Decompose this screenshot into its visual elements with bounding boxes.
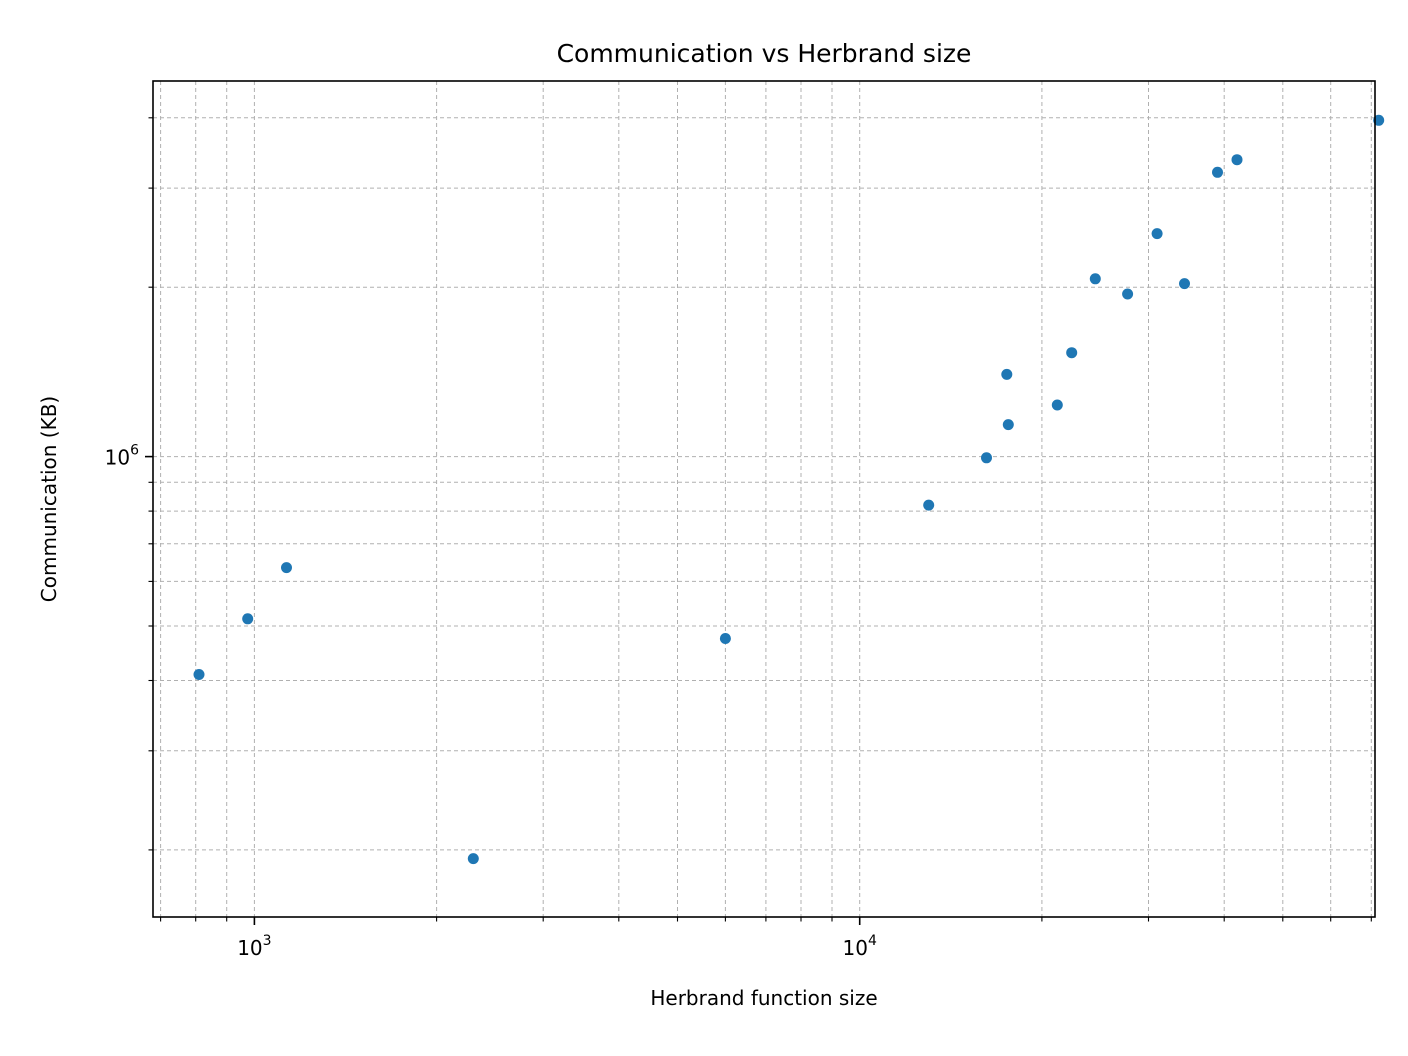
x-axis-label: Herbrand function size bbox=[650, 986, 877, 1010]
data-point bbox=[1001, 368, 1013, 380]
data-point bbox=[1231, 154, 1243, 166]
data-point bbox=[193, 669, 205, 680]
data-point bbox=[719, 633, 731, 644]
data-point bbox=[281, 562, 292, 574]
data-point bbox=[1179, 278, 1190, 290]
data-point bbox=[467, 853, 479, 865]
data-point bbox=[1051, 399, 1063, 411]
data-point bbox=[1122, 288, 1134, 300]
data-point bbox=[1066, 347, 1078, 359]
x-tick-label: 104 bbox=[843, 933, 877, 960]
data-point bbox=[1089, 273, 1101, 285]
data-point bbox=[981, 452, 992, 464]
data-points bbox=[193, 114, 1385, 865]
data-point bbox=[923, 499, 935, 511]
data-point bbox=[1151, 228, 1163, 240]
data-point bbox=[242, 613, 254, 625]
data-point bbox=[1002, 419, 1014, 431]
data-point bbox=[1373, 114, 1385, 126]
axis-ticks: 103 104 106 bbox=[105, 117, 1372, 960]
y-axis-label: Communication (KB) bbox=[37, 396, 61, 602]
x-tick-label: 103 bbox=[237, 933, 271, 960]
y-tick-label: 106 bbox=[105, 443, 139, 470]
chart-title: Communication vs Herbrand size bbox=[557, 39, 972, 68]
data-point bbox=[1212, 166, 1223, 178]
plot-frame bbox=[152, 80, 1376, 918]
grid-lines bbox=[153, 81, 1375, 917]
